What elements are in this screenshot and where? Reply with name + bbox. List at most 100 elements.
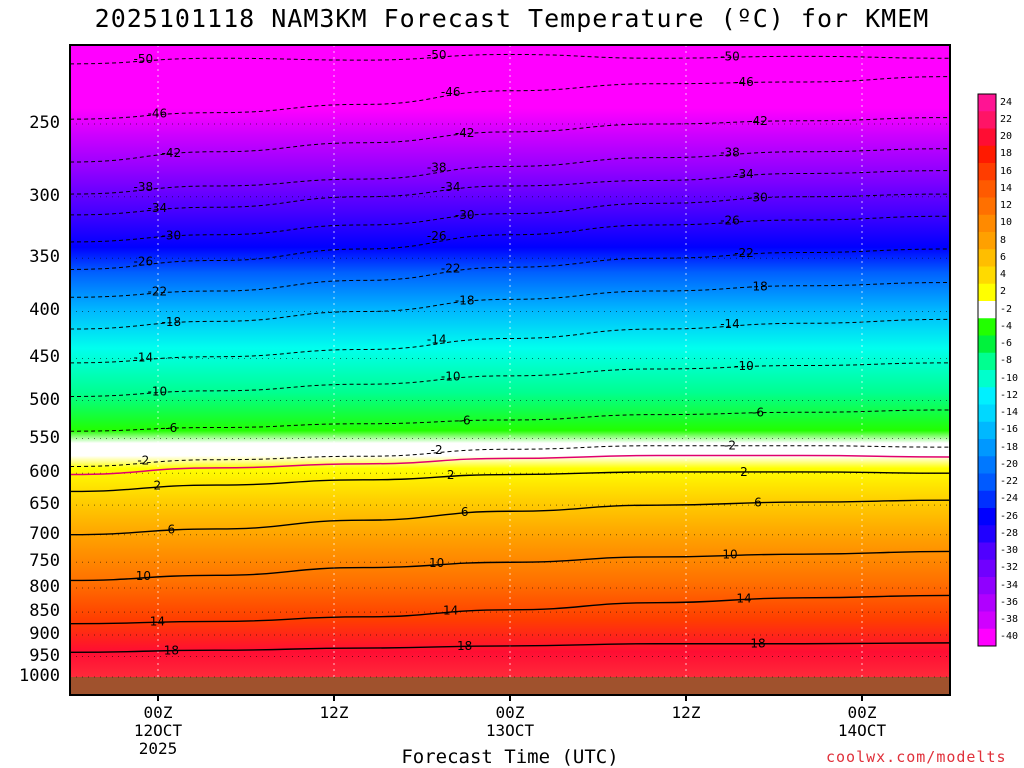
- colorbar-label: 18: [1000, 148, 1013, 160]
- isotherm-label: 2: [740, 465, 748, 479]
- colorbar-label: 8: [1000, 234, 1007, 246]
- colorbar-label: 2: [1000, 286, 1007, 298]
- colorbar-swatch: [978, 525, 996, 543]
- colorbar-swatch: [978, 490, 996, 509]
- plot-frame: [69, 44, 951, 696]
- y-tick-label: 600: [29, 462, 60, 483]
- chart-title: 2025101118 NAM3KM Forecast Temperature (…: [94, 4, 930, 33]
- colorbar-swatch: [978, 611, 996, 630]
- colorbar-label: -8: [1000, 355, 1013, 367]
- isotherm-label: -38: [720, 145, 740, 159]
- isotherm-label: -30: [162, 228, 182, 242]
- y-tick-label: 900: [29, 623, 60, 644]
- isotherm-line: [69, 117, 951, 163]
- colorbar: [977, 93, 997, 647]
- colorbar-swatch: [978, 335, 996, 354]
- temperature-field: [70, 45, 950, 677]
- colorbar-swatch: [978, 266, 996, 285]
- isotherm-label: -42: [748, 114, 768, 128]
- colorbar-label: -20: [1000, 458, 1019, 470]
- y-tick-label: 500: [29, 389, 60, 410]
- isotherm-label: -34: [734, 167, 754, 181]
- credit-link[interactable]: coolwx.com/modelts: [826, 748, 1007, 766]
- isotherm-line: [69, 318, 951, 364]
- colorbar-swatch: [978, 594, 996, 612]
- colorbar-label: 6: [1000, 251, 1007, 263]
- colorbar-label: -22: [1000, 476, 1019, 488]
- isotherm-label: 6: [168, 523, 176, 537]
- isotherm-line: [69, 550, 951, 582]
- colorbar-frame: [977, 93, 997, 647]
- isotherm-line: [69, 248, 951, 298]
- isotherm-label: -50: [427, 48, 447, 62]
- isotherm-label: -34: [441, 180, 461, 194]
- colorbar-swatch: [978, 301, 996, 319]
- colorbar-swatch: [978, 439, 996, 457]
- colorbar-label: -26: [1000, 510, 1019, 522]
- colorbar-label: -4: [1000, 320, 1013, 332]
- isotherm-label: 14: [150, 615, 165, 629]
- x-tick-line: 00Z: [847, 703, 877, 722]
- colorbar-swatch: [978, 404, 996, 423]
- isotherm-label: -2: [137, 453, 149, 467]
- isotherm-label: 6: [754, 495, 762, 509]
- colorbar-swatch: [978, 249, 996, 267]
- colorbar-swatch: [978, 111, 996, 129]
- colorbar-label: -34: [1000, 579, 1019, 591]
- isotherm-line: [69, 471, 951, 493]
- isotherm-label: -22: [148, 285, 168, 299]
- isotherm-label: 10: [136, 569, 151, 583]
- isotherm-label: -34: [148, 201, 168, 215]
- x-tick-line: 12Z: [319, 703, 349, 722]
- colorbar-swatch: [978, 542, 996, 561]
- x-tick-line: 12OCT: [133, 721, 183, 740]
- isotherm-label: -42: [455, 126, 475, 140]
- colorbar-label: 22: [1000, 113, 1013, 125]
- colorbar-label: -2: [1000, 303, 1013, 315]
- isotherm-contours: -50 -50 -50 -46 -46 -46 -42 -42 -42 -38 -38 -38 -34 -…: [69, 48, 951, 657]
- isotherm-label: -30: [748, 190, 768, 204]
- freezing-line: [69, 454, 951, 476]
- isotherm-label: -46: [148, 106, 168, 120]
- x-tick-line: 14OCT: [837, 721, 887, 740]
- colorbar-label: -16: [1000, 424, 1019, 436]
- isotherm-label: -18: [455, 294, 475, 308]
- isotherm-label: -6: [165, 421, 177, 435]
- y-tick-label: 750: [29, 551, 60, 572]
- colorbar-label: 12: [1000, 200, 1013, 212]
- isotherm-label: -14: [427, 333, 447, 347]
- colorbar-label: -32: [1000, 562, 1019, 574]
- colorbar-swatch: [978, 180, 996, 198]
- colorbar-label: -12: [1000, 389, 1019, 401]
- isotherm-label: -50: [720, 50, 740, 64]
- y-tick-label: 800: [29, 576, 60, 597]
- colorbar-swatch: [978, 318, 996, 336]
- colorbar-label: -14: [1000, 407, 1019, 419]
- y-tick-label: 400: [29, 300, 60, 321]
- isotherm-line: [69, 148, 951, 195]
- x-tick-label: 12Z: [646, 704, 726, 722]
- isotherm-label: -14: [720, 317, 740, 331]
- isotherm-label: 2: [447, 468, 455, 482]
- isotherm-label: -18: [162, 315, 182, 329]
- y-tick-label: 350: [29, 247, 60, 268]
- colorbar-swatch: [978, 94, 996, 112]
- isotherm-label: -30: [455, 208, 475, 222]
- colorbar-swatch: [978, 128, 996, 147]
- y-tick-label: 550: [29, 427, 60, 448]
- colorbar-label: 4: [1000, 269, 1007, 281]
- x-tick-line: 00Z: [495, 703, 525, 722]
- y-tick-label: 950: [29, 645, 60, 666]
- isotherm-label: 18: [164, 643, 179, 657]
- colorbar-label: -6: [1000, 338, 1013, 350]
- isotherm-label: -46: [734, 75, 754, 89]
- colorbar-swatch: [978, 232, 996, 250]
- colorbar-swatch: [978, 508, 996, 526]
- x-tick-line: 2025: [138, 739, 178, 758]
- isotherm-label: -2: [724, 439, 736, 453]
- isotherm-line: [69, 594, 951, 625]
- colorbar-swatch: [978, 283, 996, 302]
- colorbar-label: 10: [1000, 217, 1013, 229]
- y-tick-label: 450: [29, 347, 60, 368]
- isotherm-label: -2: [431, 443, 443, 457]
